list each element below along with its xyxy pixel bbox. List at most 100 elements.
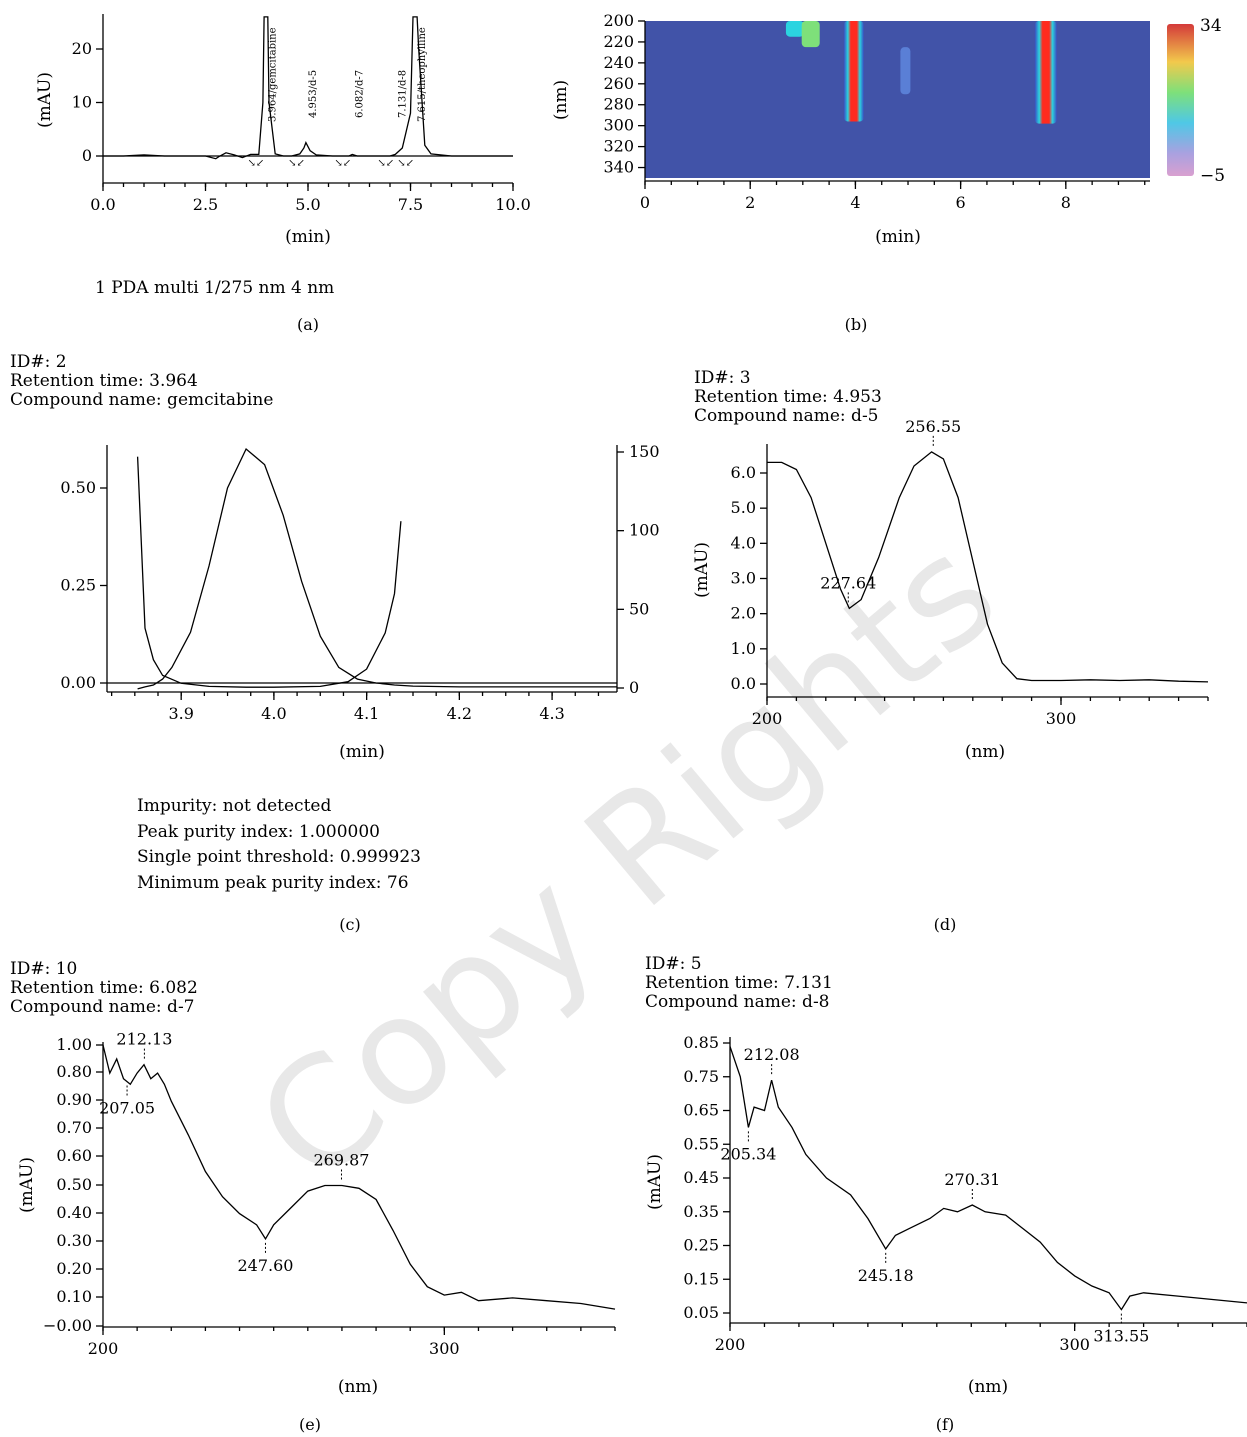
uv-spectrum-trace	[102, 1044, 616, 1310]
panel-e-ytick-label: 0.20	[56, 1259, 92, 1278]
panel-a-xtick-label: 10.0	[495, 195, 531, 214]
purity-threshold: Single point threshold: 0.999923	[137, 847, 421, 867]
colorbar-max-label: 34	[1200, 16, 1222, 36]
panel-d-xlabel: (nm)	[965, 742, 1005, 762]
panel-e-ytick-label: 0.80	[56, 1062, 92, 1081]
panel-e-peak-label: 247.60	[237, 1256, 293, 1275]
panel-b-heatmap: 34 −5 (nm) (min) 0 2 4 6 8 200 220 240 260 280 300…	[551, 11, 1225, 247]
panel-d-ytick-label: 3.0	[731, 569, 756, 588]
panel-c-left-ytick-label: 0.00	[60, 673, 96, 692]
panel-c-right-ytick-label: 50	[629, 599, 649, 618]
panel-c-xtick-label: 4.1	[354, 704, 379, 723]
panel-a-ytick-label: 10	[72, 93, 92, 112]
panel-d-ylabel: (mAU)	[692, 542, 712, 598]
panel-f-peak-label: 245.18	[858, 1266, 914, 1285]
panel-f-header-rt: Retention time: 7.131	[645, 973, 833, 993]
panel-c-xtick-label: 4.0	[261, 704, 286, 723]
panel-c-left-ytick-label: 0.50	[60, 478, 96, 497]
panel-e-ytick-label: 0.50	[56, 1175, 92, 1194]
peak-label: 7.615/theophylline	[417, 27, 428, 122]
panel-c-peak-purity: ID#: 2 Retention time: 3.964 Compound na…	[10, 352, 660, 893]
panel-f-peak-label: 212.08	[744, 1045, 800, 1064]
panel-b-label: (b)	[845, 315, 868, 334]
heatmap-band	[1034, 21, 1057, 124]
panel-e-xtick-label: 200	[88, 1339, 119, 1358]
panel-d-ytick-label: 6.0	[731, 463, 756, 482]
panel-c-label: (c)	[339, 915, 360, 934]
panel-c-header-rt: Retention time: 3.964	[10, 371, 198, 391]
peak-start-arrow: ↘↙	[334, 158, 351, 169]
colorbar	[1167, 24, 1194, 176]
panel-e-peak-label: 207.05	[99, 1099, 155, 1118]
panel-d-xtick-label: 200	[752, 709, 783, 728]
peak-start-arrow: ↘↙	[397, 158, 414, 169]
panel-d-ytick-label: 5.0	[731, 498, 756, 517]
chromatogram-peak-trace	[137, 447, 617, 690]
heatmap-background	[645, 21, 1150, 178]
panel-e-ytick-label: 0.70	[56, 1118, 92, 1137]
colorbar-min-label: −5	[1200, 166, 1225, 186]
purity-curve-trace	[136, 456, 402, 688]
panel-e-ytick-label: −0.00	[43, 1316, 92, 1335]
panel-f-ytick-label: 0.25	[683, 1236, 719, 1255]
purity-impurity: Impurity: not detected	[137, 796, 331, 816]
peak-start-arrow: ↘↙	[377, 158, 394, 169]
panel-d-header-rt: Retention time: 4.953	[694, 387, 882, 407]
panel-b-xtick-label: 2	[745, 193, 755, 212]
panel-e-ytick-label: 0.60	[56, 1146, 92, 1165]
panel-c-left-ytick-label: 0.25	[60, 576, 96, 595]
panel-e-ytick-label: 0.90	[56, 1090, 92, 1109]
panel-a-xtick-label: 5.0	[295, 195, 320, 214]
panel-f-ytick-label: 0.85	[683, 1033, 719, 1052]
heatmap-band	[785, 21, 804, 37]
peak-label: 6.082/d-7	[354, 70, 365, 118]
panel-b-ytick-label: 200	[603, 11, 634, 30]
panel-c-xlabel: (min)	[339, 742, 385, 762]
uv-spectrum-trace	[729, 1046, 1247, 1311]
panel-f-ytick-label: 0.65	[683, 1101, 719, 1120]
panel-b-ytick-label: 240	[603, 53, 634, 72]
panel-a-ytick-label: 0	[82, 146, 92, 165]
panel-c-xtick-label: 3.9	[168, 704, 193, 723]
panel-f-ytick-label: 0.35	[683, 1202, 719, 1221]
panel-f-xlabel: (nm)	[968, 1377, 1008, 1397]
panel-b-ytick-label: 220	[603, 32, 634, 51]
panel-e-header-compound: Compound name: d-7	[10, 997, 195, 1017]
panel-b-ylabel: (nm)	[551, 80, 571, 120]
heatmap-bands	[785, 21, 1057, 124]
panel-c-right-ytick-label: 100	[629, 521, 660, 540]
panel-a-ylabel: (mAU)	[35, 72, 55, 128]
panel-f-ytick-label: 0.05	[683, 1303, 719, 1322]
heatmap-band	[900, 47, 911, 95]
panel-c-header-id: ID#: 2	[10, 352, 67, 372]
panel-e-ytick-label: 0.40	[56, 1203, 92, 1222]
panel-d-spectrum: ID#: 3 Retention time: 4.953 Compound na…	[692, 368, 1209, 762]
purity-minimum: Minimum peak purity index: 76	[137, 873, 409, 893]
panel-b-xtick-label: 0	[640, 193, 650, 212]
chromatogram-trace	[103, 16, 513, 160]
panel-a-chromatogram: (mAU) (min) 1 PDA multi 1/275 nm 4 nm 0.…	[35, 14, 531, 298]
panel-d-label: (d)	[934, 915, 957, 934]
panel-e-ylabel: (mAU)	[17, 1157, 37, 1213]
uv-spectrum-trace	[767, 451, 1209, 683]
heatmap-band	[843, 21, 864, 122]
panel-e-spectrum: ID#: 10 Retention time: 6.082 Compound n…	[10, 959, 616, 1397]
panel-d-header-compound: Compound name: d-5	[694, 406, 879, 426]
panel-e-xlabel: (nm)	[338, 1377, 378, 1397]
panel-f-header-compound: Compound name: d-8	[645, 992, 830, 1012]
panel-b-xtick-label: 6	[956, 193, 966, 212]
panel-d-ytick-label: 1.0	[731, 639, 756, 658]
panel-d-ytick-label: 4.0	[731, 533, 756, 552]
peak-start-arrow: ↘↙	[248, 158, 265, 169]
panel-e-ytick-label: 0.10	[56, 1287, 92, 1306]
panel-f-header-id: ID#: 5	[645, 954, 702, 974]
panel-f-xtick-label: 300	[1059, 1335, 1090, 1354]
panel-e-peak-label: 269.87	[313, 1151, 369, 1170]
panel-f-peak-label: 205.34	[720, 1144, 776, 1163]
panel-e-header-rt: Retention time: 6.082	[10, 978, 198, 998]
panel-f-peak-label: 313.55	[1093, 1327, 1149, 1346]
peak-label: 4.953/d-5	[308, 70, 319, 118]
panel-b-xtick-label: 8	[1061, 193, 1071, 212]
panel-f-xtick-label: 200	[715, 1335, 746, 1354]
panel-a-xtick-label: 7.5	[398, 195, 423, 214]
